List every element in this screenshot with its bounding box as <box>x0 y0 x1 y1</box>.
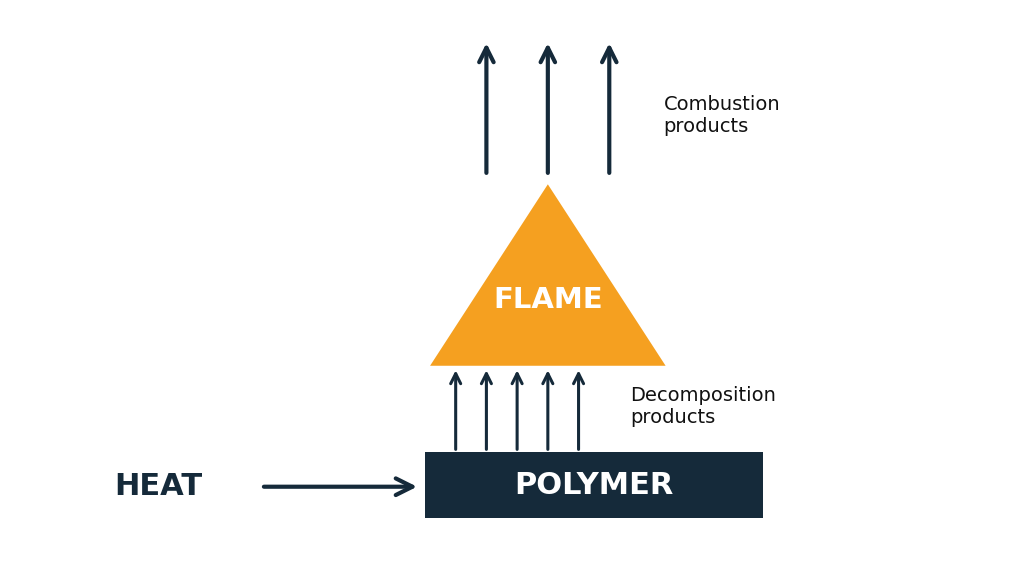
Text: HEAT: HEAT <box>115 472 203 501</box>
Text: POLYMER: POLYMER <box>514 471 674 500</box>
Bar <box>425 452 763 518</box>
Text: Combustion
products: Combustion products <box>664 94 780 136</box>
Polygon shape <box>430 184 666 366</box>
Text: Decomposition
products: Decomposition products <box>630 385 775 427</box>
Text: FLAME: FLAME <box>493 286 603 314</box>
